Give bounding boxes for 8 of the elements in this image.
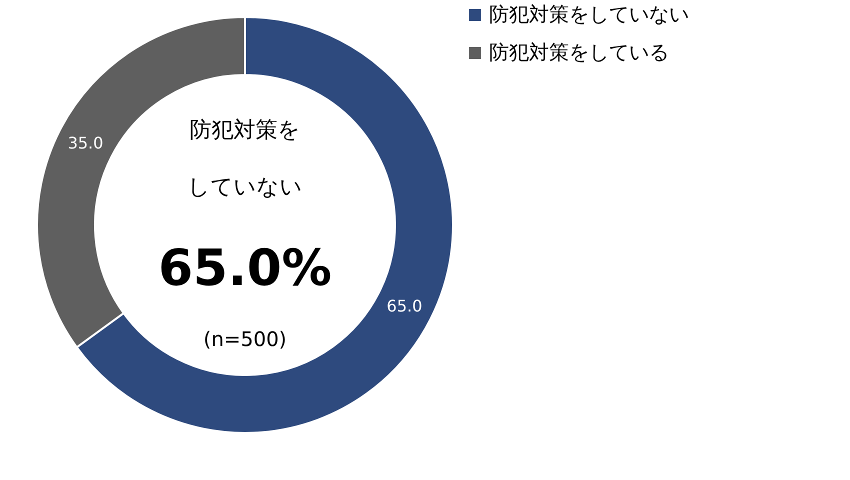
legend-label: 防犯対策をしている — [489, 40, 669, 64]
text: 65.0% — [158, 239, 332, 297]
text: していない — [188, 175, 302, 200]
text: 防犯対策を — [190, 118, 300, 143]
data-label: 35.0 — [68, 134, 104, 153]
legend-label: 防犯対策をしていない — [489, 2, 689, 26]
text: (n=500) — [203, 327, 287, 351]
data-label: 65.0 — [386, 296, 422, 316]
